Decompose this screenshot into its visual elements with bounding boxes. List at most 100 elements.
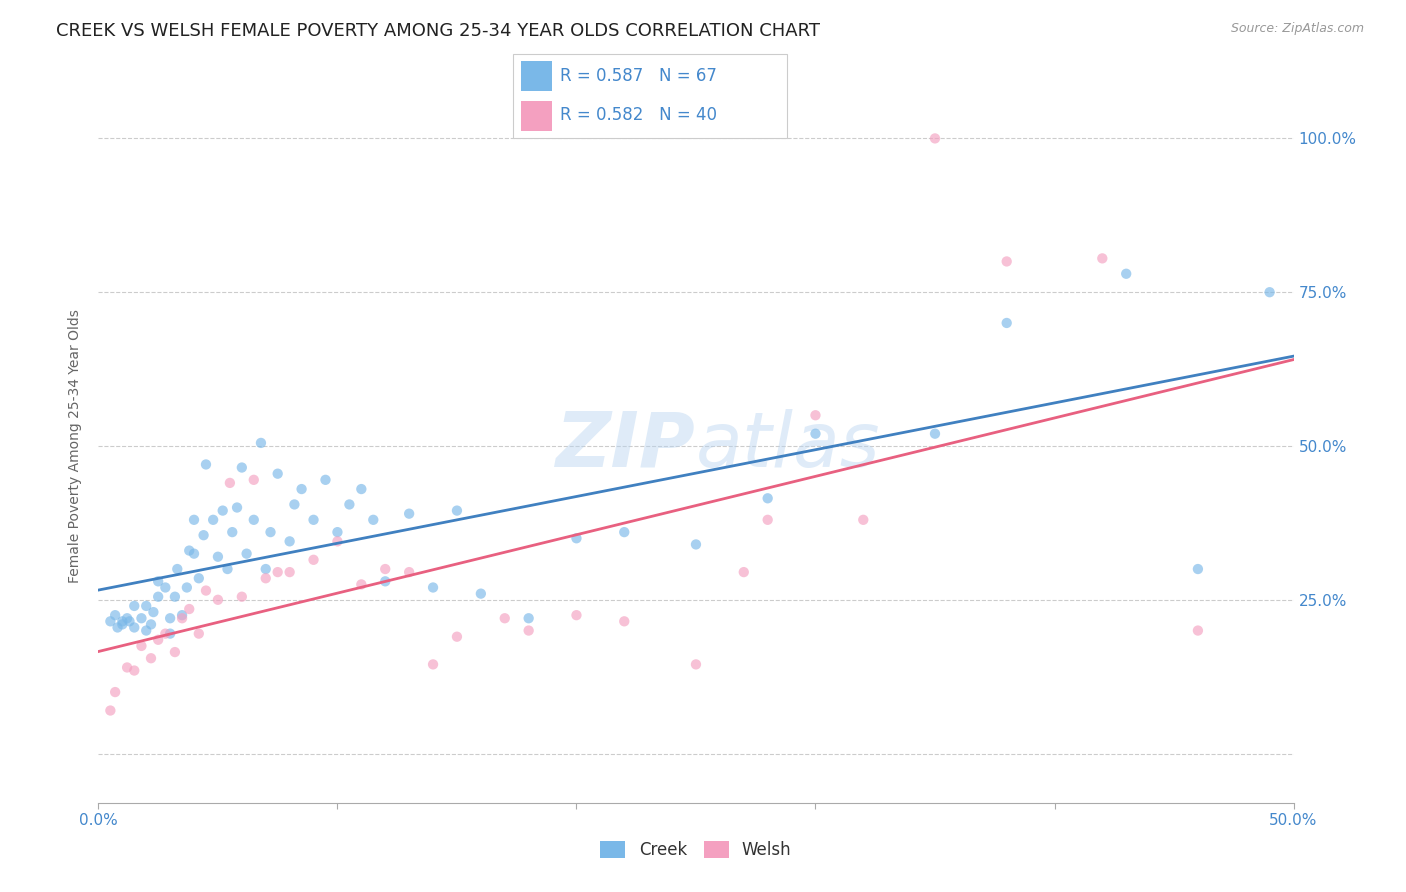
Text: Source: ZipAtlas.com: Source: ZipAtlas.com	[1230, 22, 1364, 36]
Point	[283, 498, 305, 512]
Point	[115, 660, 138, 674]
Point	[1115, 267, 1137, 281]
Point	[172, 608, 194, 623]
Y-axis label: Female Poverty Among 25-34 Year Olds: Female Poverty Among 25-34 Year Olds	[69, 309, 83, 583]
Point	[259, 525, 281, 540]
Point	[565, 531, 588, 545]
Point	[852, 513, 875, 527]
Point	[254, 562, 277, 576]
Point	[179, 543, 201, 558]
Point	[124, 664, 146, 678]
Point	[254, 571, 277, 585]
Point	[315, 473, 337, 487]
Point	[278, 565, 301, 579]
Point	[104, 608, 127, 623]
Point	[235, 547, 257, 561]
Point	[179, 602, 201, 616]
Bar	[522, 62, 551, 91]
Point	[135, 624, 157, 638]
Point	[326, 525, 349, 540]
Point	[104, 685, 127, 699]
Point	[924, 131, 946, 145]
Point	[446, 503, 468, 517]
Point	[148, 590, 170, 604]
Point	[148, 632, 170, 647]
Point	[131, 639, 153, 653]
Point	[111, 617, 134, 632]
Point	[202, 513, 225, 527]
Point	[163, 645, 186, 659]
Point	[302, 513, 325, 527]
Point	[398, 507, 420, 521]
Point	[446, 630, 468, 644]
Point	[267, 565, 290, 579]
Text: atlas: atlas	[696, 409, 880, 483]
Point	[142, 605, 165, 619]
Point	[1091, 252, 1114, 266]
Point	[183, 513, 205, 527]
Point	[374, 574, 396, 589]
Point	[217, 562, 239, 576]
Point	[166, 562, 188, 576]
Point	[207, 549, 229, 564]
Point	[278, 534, 301, 549]
Point	[924, 426, 946, 441]
Point	[685, 537, 707, 551]
Point	[243, 473, 266, 487]
Point	[470, 587, 492, 601]
Point	[302, 553, 325, 567]
Text: R = 0.582   N = 40: R = 0.582 N = 40	[560, 106, 717, 124]
Point	[756, 513, 779, 527]
Point	[350, 577, 373, 591]
Point	[756, 491, 779, 506]
Point	[1187, 562, 1209, 576]
Point	[187, 626, 209, 640]
Point	[195, 583, 218, 598]
Point	[231, 460, 253, 475]
Point	[613, 525, 636, 540]
Point	[250, 436, 273, 450]
Legend: Creek, Welsh: Creek, Welsh	[593, 834, 799, 866]
Point	[159, 626, 181, 640]
Point	[267, 467, 290, 481]
Point	[350, 482, 373, 496]
Point	[139, 651, 162, 665]
Point	[517, 611, 540, 625]
Point	[398, 565, 420, 579]
Point	[613, 615, 636, 629]
Point	[339, 498, 361, 512]
Point	[98, 704, 122, 718]
Point	[111, 615, 134, 629]
Point	[995, 316, 1018, 330]
Bar	[522, 101, 551, 130]
Point	[291, 482, 314, 496]
Point	[98, 615, 122, 629]
Point	[131, 611, 153, 625]
Point	[207, 592, 229, 607]
Point	[187, 571, 209, 585]
Point	[124, 599, 146, 613]
Point	[517, 624, 540, 638]
Point	[219, 475, 242, 490]
Point	[422, 581, 444, 595]
Point	[1258, 285, 1281, 300]
Point	[211, 503, 233, 517]
Point	[326, 534, 349, 549]
Point	[804, 426, 827, 441]
Point	[135, 599, 157, 613]
Point	[139, 617, 162, 632]
Point	[363, 513, 385, 527]
Text: CREEK VS WELSH FEMALE POVERTY AMONG 25-34 YEAR OLDS CORRELATION CHART: CREEK VS WELSH FEMALE POVERTY AMONG 25-3…	[56, 22, 820, 40]
Point	[374, 562, 396, 576]
Point	[115, 611, 138, 625]
Point	[243, 513, 266, 527]
Text: ZIP: ZIP	[557, 409, 696, 483]
Point	[804, 409, 827, 423]
Point	[1187, 624, 1209, 638]
Point	[118, 615, 141, 629]
Point	[172, 611, 194, 625]
Point	[183, 547, 205, 561]
Point	[565, 608, 588, 623]
Point	[221, 525, 243, 540]
Point	[107, 620, 129, 634]
